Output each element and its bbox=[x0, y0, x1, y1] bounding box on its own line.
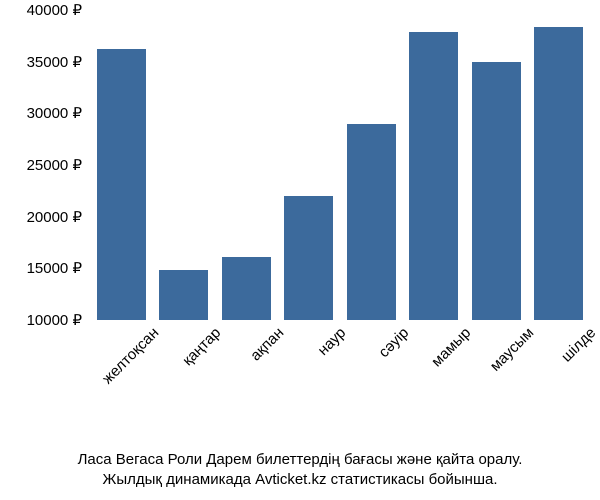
bar bbox=[159, 270, 208, 320]
bar bbox=[347, 124, 396, 320]
chart-caption: Ласа Вегаса Роли Дарем билеттердің бағас… bbox=[0, 450, 600, 491]
y-axis-tick-label: 30000 ₽ bbox=[27, 104, 90, 122]
bar bbox=[97, 49, 146, 320]
y-axis-tick-label: 15000 ₽ bbox=[27, 259, 90, 277]
plot-area: 10000 ₽15000 ₽20000 ₽25000 ₽30000 ₽35000… bbox=[90, 10, 590, 320]
price-dynamics-chart: 10000 ₽ 15000 ₽ 20000 ₽ 25000 ₽ 30000 ₽ 35000… bbox=[0, 0, 600, 500]
caption-line: Жылдық динамикада Avticket.kz статистика… bbox=[0, 470, 600, 490]
bar bbox=[222, 257, 271, 320]
bar bbox=[284, 196, 333, 320]
caption-line: Ласа Вегаса Роли Дарем билеттердің бағас… bbox=[0, 450, 600, 470]
bar bbox=[472, 62, 521, 320]
bar bbox=[409, 32, 458, 320]
y-axis-tick-label: 35000 ₽ bbox=[27, 53, 90, 71]
y-axis-tick-label: 40000 ₽ bbox=[27, 1, 90, 19]
y-axis-tick-label: 20000 ₽ bbox=[27, 208, 90, 226]
y-axis-tick-label: 25000 ₽ bbox=[27, 156, 90, 174]
y-axis-tick-label: 10000 ₽ bbox=[27, 311, 90, 329]
bar bbox=[534, 27, 583, 320]
